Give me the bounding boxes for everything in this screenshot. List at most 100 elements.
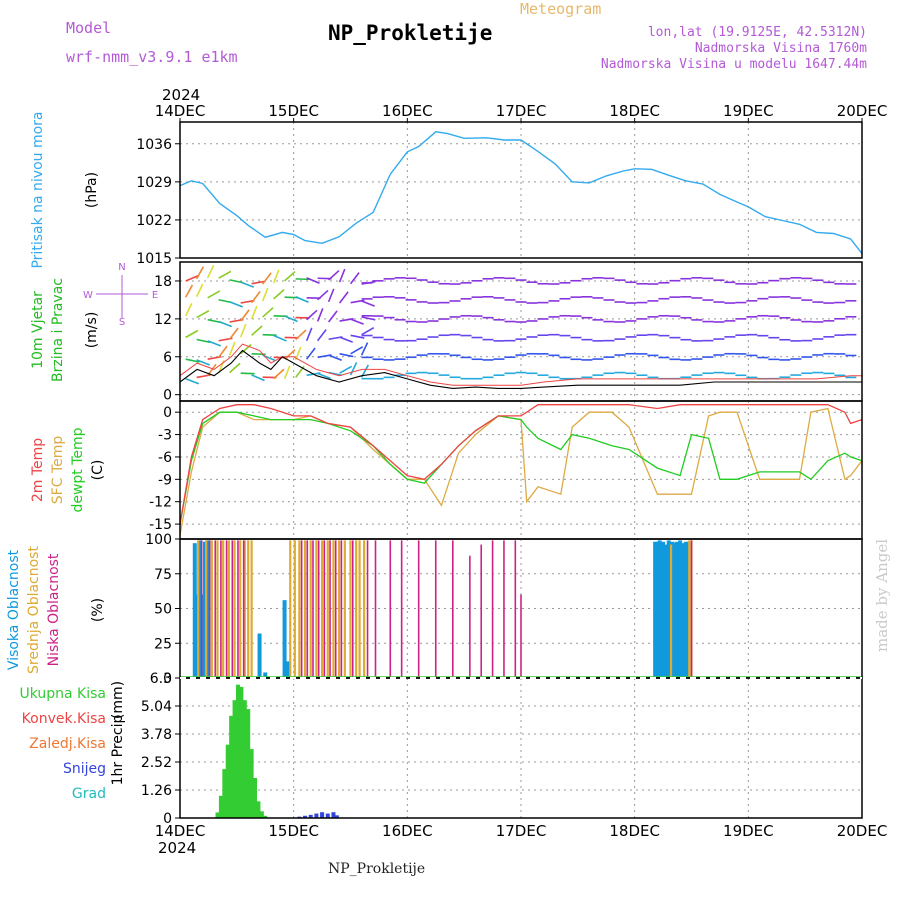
precip-bar bbox=[331, 812, 336, 818]
wind-arrow bbox=[284, 349, 296, 360]
cloud-bar bbox=[323, 540, 326, 678]
cloud-bar bbox=[205, 540, 208, 678]
wind-arrow bbox=[306, 277, 320, 285]
low-cloud-label: Niska Oblacnost bbox=[46, 553, 62, 666]
model-label: Model bbox=[66, 19, 112, 37]
year-label-top: 2024 bbox=[162, 86, 200, 104]
precip-bar bbox=[246, 709, 251, 818]
panel-frame bbox=[179, 121, 863, 259]
wind-arrow bbox=[251, 291, 261, 304]
y-tick-label: 0 bbox=[163, 405, 172, 421]
sfc-temp-label: SFC Temp bbox=[50, 436, 66, 505]
cloud-bar bbox=[225, 540, 228, 678]
precip-legend-item: Zaledj.Kisa bbox=[29, 736, 106, 752]
wind-arrow bbox=[240, 343, 252, 355]
cloud-bar bbox=[669, 544, 673, 678]
wind-gust-line bbox=[179, 343, 862, 386]
credit-watermark: made by Angel bbox=[873, 538, 891, 652]
wind-arrow bbox=[262, 272, 272, 285]
wind-arrow bbox=[240, 281, 255, 288]
dewpt-label: dewpt Temp bbox=[70, 427, 86, 512]
wind-arrow bbox=[218, 345, 228, 358]
wind-arrow bbox=[361, 316, 376, 321]
y-tick-label: 1.26 bbox=[141, 783, 172, 799]
lonlat-info: lon,lat (19.9125E, 42.5312N) bbox=[647, 25, 867, 40]
high-cloud-label: Visoka Oblacnost bbox=[6, 549, 22, 670]
cloud-bar bbox=[389, 540, 392, 678]
wind-arrow bbox=[273, 288, 285, 300]
cloud-bar bbox=[340, 540, 343, 678]
cloud-bar bbox=[250, 540, 253, 678]
temp2m-label: 2m Temp bbox=[30, 438, 46, 502]
x-tick-label-bottom: 14DEC bbox=[155, 822, 206, 840]
cloud-bar bbox=[480, 544, 483, 678]
cloud-bar bbox=[674, 541, 679, 678]
cloud-bar bbox=[503, 540, 505, 678]
cloud-unit: (%) bbox=[90, 598, 106, 622]
wind-arrow bbox=[184, 303, 193, 317]
wind-arrow bbox=[273, 334, 287, 342]
cloud-bar bbox=[514, 540, 517, 678]
wind-arrow bbox=[317, 372, 331, 380]
pressure-line bbox=[179, 131, 863, 255]
cloud-bar bbox=[334, 540, 337, 678]
wind-arrow bbox=[218, 270, 232, 279]
cloud-bar bbox=[298, 540, 301, 678]
model-name: wrf-nmm_v3.9.1 e1km bbox=[66, 48, 238, 66]
y-tick-label: 1022 bbox=[136, 213, 172, 229]
precip-bar bbox=[256, 801, 261, 818]
wind-arrow bbox=[240, 309, 250, 322]
cloud-bar bbox=[300, 540, 303, 678]
precip-bar bbox=[303, 815, 308, 818]
y-tick-label: 50 bbox=[154, 602, 172, 618]
dewpt-line bbox=[179, 411, 863, 525]
cloud-bar bbox=[320, 540, 324, 678]
y-tick-label: -3 bbox=[158, 428, 172, 444]
wind-arrow bbox=[218, 320, 233, 328]
x-tick-label-top: 16DEC bbox=[382, 102, 433, 120]
wind-arrow bbox=[229, 301, 244, 308]
cloud-bar bbox=[681, 543, 686, 678]
wind-arrow bbox=[262, 307, 274, 318]
wind-arrow bbox=[317, 289, 329, 301]
wind-arrow bbox=[185, 358, 200, 363]
wind-speed-line bbox=[179, 349, 862, 389]
x-tick-label-bottom: 20DEC bbox=[837, 822, 888, 840]
wind-arrow bbox=[328, 354, 342, 361]
footer-station: NP_Prokletije bbox=[328, 861, 426, 877]
precip-bar bbox=[225, 744, 230, 818]
wind-arrow bbox=[185, 378, 200, 385]
cloud-bar bbox=[200, 594, 205, 678]
temp2m-line bbox=[179, 404, 863, 525]
cloud-bar bbox=[329, 540, 331, 678]
wind-arrow bbox=[327, 288, 335, 303]
wind-arrow bbox=[228, 341, 236, 356]
cloud-bar bbox=[355, 540, 358, 678]
wind-arrow bbox=[206, 264, 215, 279]
cloud-bar bbox=[309, 540, 312, 678]
wind-arrow bbox=[284, 315, 298, 323]
precip-bar bbox=[263, 815, 268, 818]
wind-arrow bbox=[250, 305, 258, 320]
cloud-bar bbox=[242, 540, 245, 678]
cloud-bar bbox=[289, 540, 292, 678]
wind-arrow bbox=[196, 359, 211, 366]
cloud-bar bbox=[306, 540, 309, 678]
cloud-bar bbox=[303, 540, 307, 678]
x-tick-label-bottom: 17DEC bbox=[496, 822, 547, 840]
cloud-bar bbox=[210, 540, 213, 678]
legend-s: S bbox=[119, 317, 125, 328]
cloud-bar bbox=[666, 540, 671, 678]
wind-arrow bbox=[229, 327, 239, 340]
pressure-label: Pritisak na nivou mora bbox=[30, 111, 46, 268]
cloud-bar bbox=[197, 540, 200, 678]
precip-legend-item: Grad bbox=[72, 786, 106, 802]
y-tick-label: 25 bbox=[154, 636, 172, 652]
cloud-bar bbox=[317, 540, 320, 678]
y-tick-label: 2.52 bbox=[141, 755, 172, 771]
y-tick-label: 75 bbox=[154, 567, 172, 583]
y-tick-label: 18 bbox=[154, 274, 172, 290]
x-tick-label-top: 17DEC bbox=[496, 102, 547, 120]
y-tick-label: 12 bbox=[154, 312, 172, 328]
temp-unit: (C) bbox=[90, 460, 106, 481]
